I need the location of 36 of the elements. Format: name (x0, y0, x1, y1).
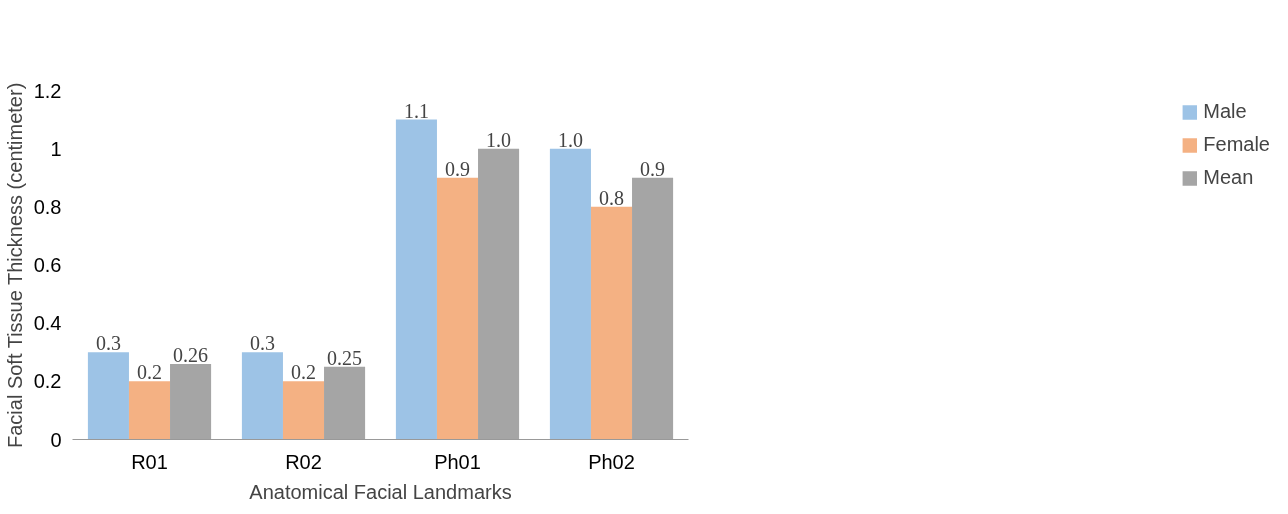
data-label: 0.25 (327, 346, 363, 369)
y-tick-label: 0 (50, 428, 62, 451)
bar (87, 352, 129, 440)
bar (282, 381, 325, 440)
data-label: 0.9 (640, 157, 666, 180)
legend-label: Male (1203, 100, 1247, 123)
data-label: 0.2 (137, 361, 162, 384)
bar (395, 119, 437, 440)
y-axis-title: Facial Soft Tissue Thickness (centimeter) (3, 82, 26, 449)
x-tick-label: Ph01 (434, 450, 481, 473)
bar (549, 148, 591, 440)
data-label: 0.2 (291, 361, 316, 384)
bar (241, 352, 283, 440)
data-label: 0.9 (445, 157, 470, 180)
legend-label: Mean (1203, 166, 1254, 189)
y-tick-label: 0.8 (33, 195, 62, 218)
bar (128, 381, 171, 440)
data-label: 0.8 (599, 186, 624, 209)
y-tick-label: 1.2 (33, 79, 62, 102)
x-axis-title: Anatomical Facial Landmarks (249, 480, 512, 503)
data-label: 0.26 (173, 343, 209, 366)
data-label: 0.3 (95, 332, 121, 355)
legend-label: Female (1203, 133, 1270, 156)
data-label: 1.1 (403, 99, 429, 122)
x-tick-label: R01 (131, 450, 168, 473)
y-tick-label: 0.2 (33, 370, 62, 393)
y-tick-label: 1 (50, 137, 62, 160)
bar (436, 177, 479, 440)
data-label: 1.0 (486, 128, 512, 151)
y-tick-label: 0.4 (33, 312, 62, 335)
data-label: 1.0 (557, 128, 583, 151)
data-label: 0.3 (249, 332, 275, 355)
x-tick-label: R02 (285, 450, 322, 473)
x-tick-label: Ph02 (588, 450, 635, 473)
bar (590, 206, 633, 440)
y-tick-label: 0.6 (33, 254, 62, 276)
